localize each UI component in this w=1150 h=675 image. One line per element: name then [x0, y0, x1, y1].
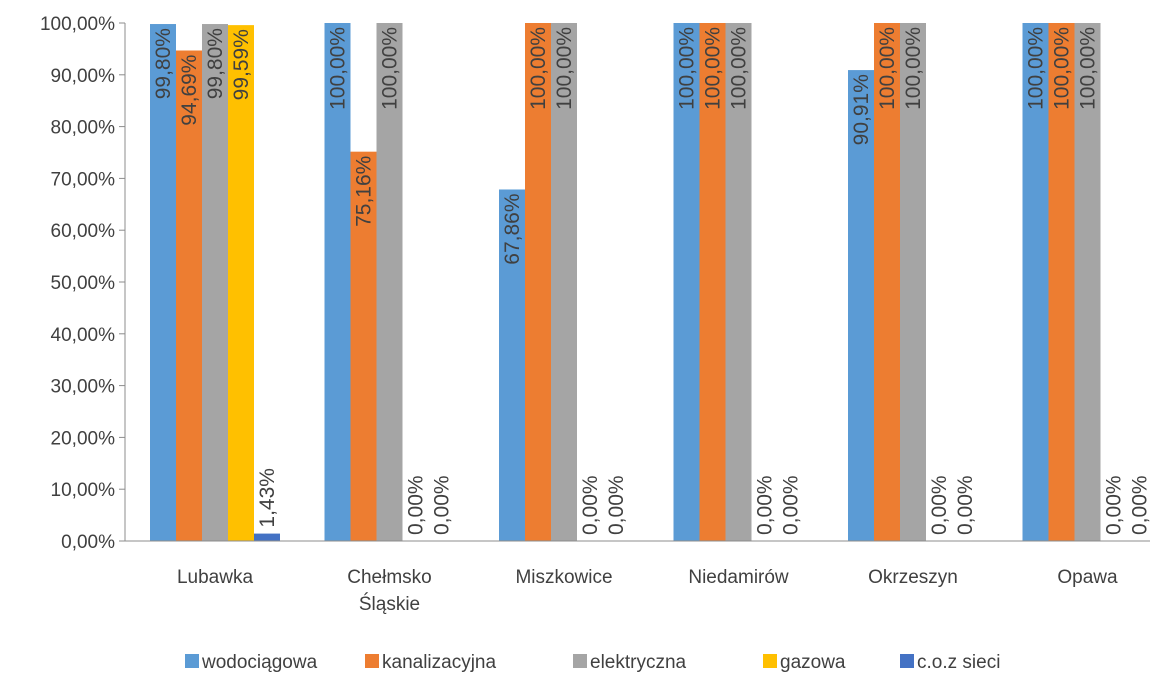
- y-tick-label: 20,00%: [51, 428, 116, 449]
- data-label: 67,86%: [501, 193, 524, 264]
- data-label: 0,00%: [605, 475, 628, 535]
- data-label: 100,00%: [553, 27, 576, 110]
- legend-label: gazowa: [780, 652, 846, 673]
- y-tick-label: 70,00%: [51, 169, 116, 190]
- data-label: 100,00%: [1025, 27, 1048, 110]
- bar: [725, 23, 752, 541]
- x-category-label: Okrzeszyn: [868, 567, 958, 588]
- y-tick-label: 60,00%: [51, 221, 116, 242]
- bar: [699, 23, 726, 541]
- data-label: 0,00%: [431, 475, 454, 535]
- legend-swatch: [900, 654, 914, 668]
- bar: [874, 23, 900, 541]
- bar: [499, 189, 525, 541]
- bar: [673, 23, 700, 541]
- y-tick-label: 100,00%: [40, 14, 115, 35]
- bar: [1022, 23, 1049, 541]
- x-axis: Lubawka Chełmsko Śląskie Miszkowice Niedamir…: [125, 540, 1150, 615]
- x-category-label: Chełmsko Śląskie: [347, 567, 431, 615]
- legend-label: elektryczna: [590, 652, 687, 673]
- data-label: 1,43%: [256, 468, 279, 528]
- x-category-label: Miszkowice: [515, 567, 612, 588]
- data-label: 75,16%: [353, 156, 376, 227]
- bar: [848, 70, 874, 542]
- y-tick-label: 40,00%: [51, 325, 116, 346]
- bar: [150, 24, 176, 541]
- y-tick-label: 80,00%: [51, 118, 116, 139]
- y-axis: 0,00% 10,00% 20,00% 30,00% 40,00% 50,00% 60,00…: [40, 14, 126, 553]
- bar: [525, 23, 551, 541]
- legend-swatch: [365, 654, 379, 668]
- x-category-label: Opawa: [1057, 567, 1118, 588]
- x-category-label: Lubawka: [177, 567, 253, 588]
- data-label: 0,00%: [405, 475, 428, 535]
- bar: [350, 151, 377, 541]
- data-label: 100,00%: [702, 27, 725, 110]
- legend-label: wodociągowa: [201, 652, 318, 673]
- y-tick-label: 10,00%: [51, 480, 116, 501]
- data-label: 100,00%: [1077, 27, 1100, 110]
- data-label: 100,00%: [379, 27, 402, 110]
- data-label: 100,00%: [1051, 27, 1074, 110]
- data-label: 100,00%: [902, 27, 925, 110]
- legend-label: c.o.z sieci: [917, 652, 1000, 673]
- legend-label: kanalizacyjna: [382, 652, 496, 673]
- bar: [900, 23, 926, 541]
- legend-swatch: [573, 654, 587, 668]
- bar: [376, 23, 403, 541]
- data-label: 0,00%: [928, 475, 951, 535]
- data-label: 99,80%: [152, 28, 175, 99]
- y-tick-label: 50,00%: [51, 273, 116, 294]
- x-category-label: Niedamirów: [688, 567, 789, 588]
- bar: [254, 533, 280, 541]
- legend-swatch: [763, 654, 777, 668]
- bar: [1048, 23, 1075, 541]
- data-label: 0,00%: [1103, 475, 1126, 535]
- data-label: 94,69%: [178, 55, 201, 126]
- data-label: 90,91%: [850, 74, 873, 145]
- bar: [1074, 23, 1101, 541]
- data-label: 100,00%: [728, 27, 751, 110]
- legend: wodociągowa kanalizacyjna elektryczna gazow…: [185, 652, 1000, 673]
- data-label: 0,00%: [579, 475, 602, 535]
- data-label: 0,00%: [754, 475, 777, 535]
- legend-swatch: [185, 654, 199, 668]
- data-labels-layer: 99,80% 94,69% 99,80% 99,59%1,43%100,00%75,1…: [152, 27, 1150, 535]
- data-label: 100,00%: [527, 27, 550, 110]
- bar: [551, 23, 577, 541]
- bar: [176, 50, 202, 541]
- y-tick-label: 0,00%: [61, 532, 115, 553]
- bars-layer: [150, 23, 1101, 542]
- data-label: 0,00%: [954, 475, 977, 535]
- data-label: 99,80%: [204, 28, 227, 99]
- bar: [324, 23, 351, 541]
- y-tick-label: 30,00%: [51, 377, 116, 398]
- data-label: 0,00%: [1129, 475, 1150, 535]
- data-label: 100,00%: [876, 27, 899, 110]
- y-tick-label: 90,00%: [51, 66, 116, 87]
- data-label: 0,00%: [780, 475, 803, 535]
- data-label: 100,00%: [327, 27, 350, 110]
- bar: [202, 24, 228, 541]
- bar: [228, 25, 254, 542]
- data-label: 100,00%: [676, 27, 699, 110]
- data-label: 99,59%: [230, 29, 253, 100]
